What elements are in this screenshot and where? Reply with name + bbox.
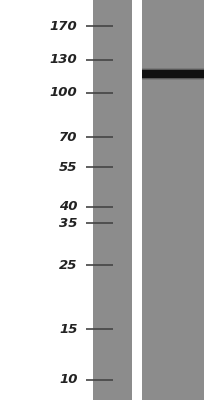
Bar	[142, 69, 204, 70]
Text: 130: 130	[50, 53, 78, 66]
Bar	[142, 68, 204, 70]
Bar	[142, 78, 204, 80]
Bar	[132, 0, 141, 400]
Bar	[142, 70, 204, 78]
Text: 55: 55	[59, 161, 78, 174]
Text: 170: 170	[50, 20, 78, 33]
Bar	[93, 0, 133, 400]
Text: 35: 35	[59, 217, 78, 230]
Text: 100: 100	[50, 86, 78, 99]
Text: 40: 40	[59, 200, 78, 213]
Bar	[142, 0, 204, 400]
Text: 10: 10	[59, 373, 78, 386]
Bar	[142, 78, 204, 79]
Text: 70: 70	[59, 130, 78, 144]
Text: 15: 15	[59, 323, 78, 336]
Text: 25: 25	[59, 259, 78, 272]
